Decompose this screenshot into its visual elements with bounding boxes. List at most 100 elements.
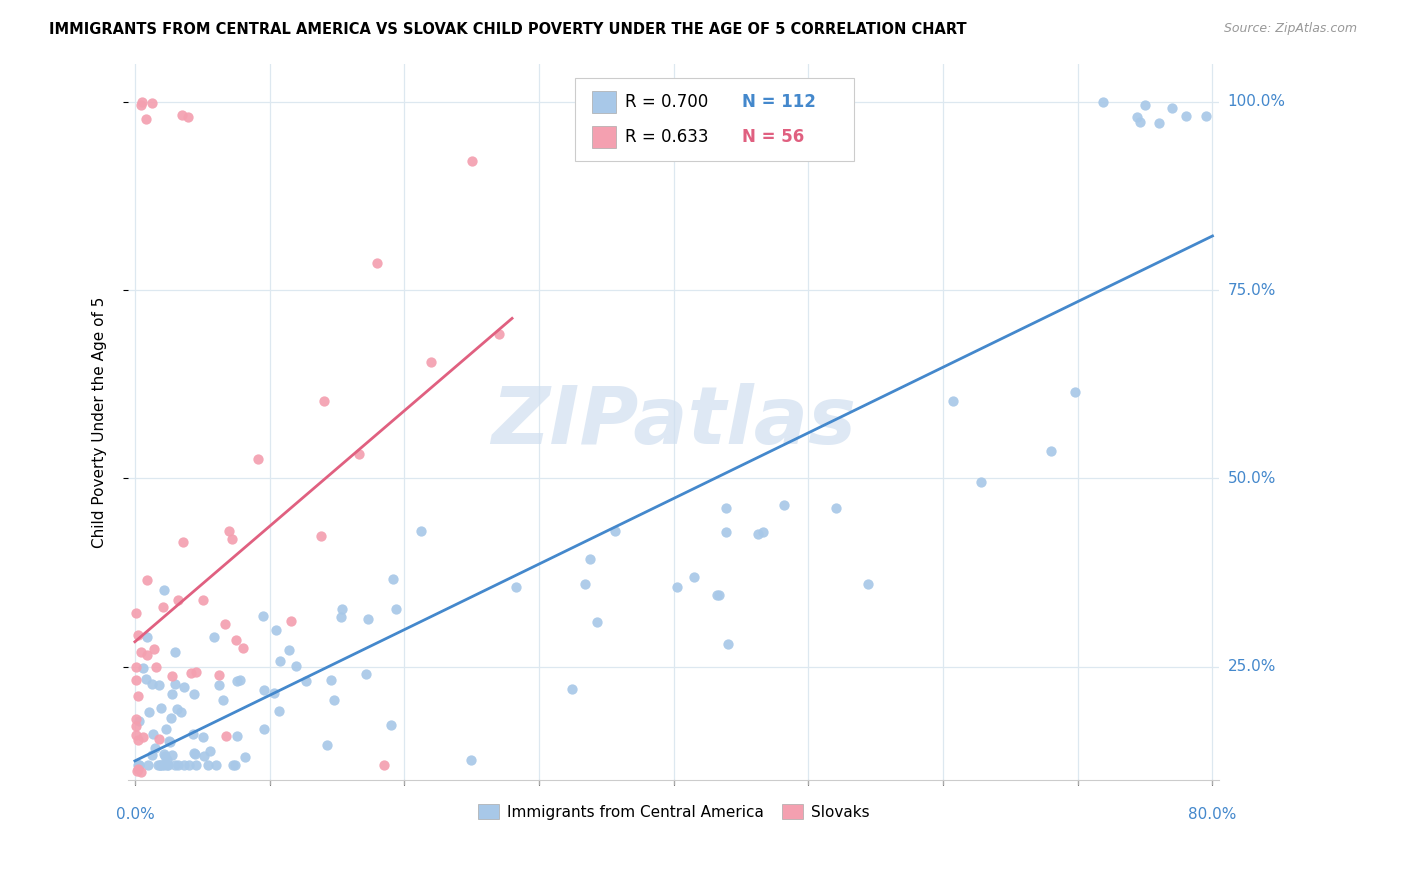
Point	[170, 810, 193, 824]
Point	[197, 757, 219, 772]
FancyBboxPatch shape	[592, 91, 616, 112]
Point	[125, 673, 148, 687]
Point	[666, 580, 689, 594]
Point	[314, 394, 336, 409]
Point	[266, 623, 288, 637]
Point	[716, 500, 738, 515]
Point	[1129, 114, 1152, 128]
Point	[184, 747, 207, 761]
Point	[148, 732, 170, 747]
Point	[354, 667, 377, 681]
Point	[163, 645, 186, 659]
Point	[208, 668, 231, 682]
Point	[222, 757, 245, 772]
Point	[253, 682, 276, 697]
Point	[132, 731, 155, 745]
Point	[380, 718, 402, 732]
Point	[153, 748, 176, 763]
Point	[184, 665, 207, 679]
Point	[141, 677, 163, 691]
Point	[316, 739, 339, 753]
Point	[322, 692, 344, 706]
Point	[128, 714, 150, 728]
Point	[1126, 110, 1149, 124]
Point	[141, 747, 163, 762]
Point	[1161, 101, 1184, 115]
Point	[127, 733, 149, 747]
Point	[970, 475, 993, 490]
Point	[155, 722, 177, 736]
Point	[225, 633, 247, 648]
Point	[176, 110, 198, 124]
Point	[856, 577, 879, 591]
Point	[373, 757, 395, 772]
Point	[149, 757, 172, 772]
Point	[153, 747, 176, 761]
Point	[166, 702, 188, 716]
Text: 0.0%: 0.0%	[115, 807, 155, 822]
Text: R = 0.700: R = 0.700	[624, 93, 707, 111]
Point	[131, 95, 153, 109]
Point	[159, 735, 181, 749]
Point	[247, 452, 270, 467]
Point	[214, 617, 236, 632]
Point	[127, 757, 149, 772]
Point	[160, 669, 183, 683]
Point	[135, 672, 157, 686]
Point	[683, 569, 706, 583]
Point	[747, 527, 769, 541]
Point	[382, 573, 405, 587]
Point	[252, 609, 274, 624]
Point	[225, 673, 247, 688]
Point	[1174, 109, 1197, 123]
Point	[233, 750, 256, 764]
Point	[263, 686, 285, 700]
Point	[136, 757, 159, 772]
Point	[232, 640, 254, 655]
Point	[1133, 97, 1156, 112]
Point	[162, 686, 184, 700]
Point	[172, 535, 194, 549]
Point	[131, 661, 153, 675]
Point	[942, 394, 965, 409]
Point	[183, 746, 205, 760]
Point	[205, 757, 228, 772]
Point	[125, 712, 148, 726]
Point	[330, 602, 353, 616]
Point	[218, 524, 240, 538]
Text: 100.0%: 100.0%	[1227, 95, 1285, 109]
Point	[167, 593, 190, 607]
Point	[142, 642, 165, 657]
Point	[156, 757, 179, 772]
Point	[706, 588, 728, 602]
Point	[269, 654, 291, 668]
Point	[128, 757, 150, 772]
Point	[127, 762, 149, 776]
Text: N = 112: N = 112	[742, 93, 817, 111]
Point	[177, 810, 200, 824]
Text: IMMIGRANTS FROM CENTRAL AMERICA VS SLOVAK CHILD POVERTY UNDER THE AGE OF 5 CORRE: IMMIGRANTS FROM CENTRAL AMERICA VS SLOVA…	[49, 22, 967, 37]
Text: R = 0.633: R = 0.633	[624, 128, 709, 146]
Point	[183, 687, 205, 701]
Point	[136, 631, 159, 645]
Point	[420, 354, 443, 368]
Point	[173, 680, 195, 694]
Point	[229, 673, 252, 687]
Point	[253, 722, 276, 736]
Point	[179, 757, 201, 772]
Point	[329, 609, 352, 624]
Point	[145, 659, 167, 673]
Point	[202, 630, 225, 644]
Point	[141, 96, 163, 111]
Point	[505, 580, 527, 594]
Text: 80.0%: 80.0%	[1188, 807, 1237, 822]
Point	[319, 673, 342, 688]
Point	[1147, 116, 1170, 130]
Point	[224, 757, 246, 772]
Point	[409, 524, 432, 538]
Point	[585, 615, 607, 629]
Point	[186, 757, 208, 772]
FancyBboxPatch shape	[575, 78, 853, 161]
Point	[159, 782, 181, 797]
Point	[460, 153, 482, 168]
